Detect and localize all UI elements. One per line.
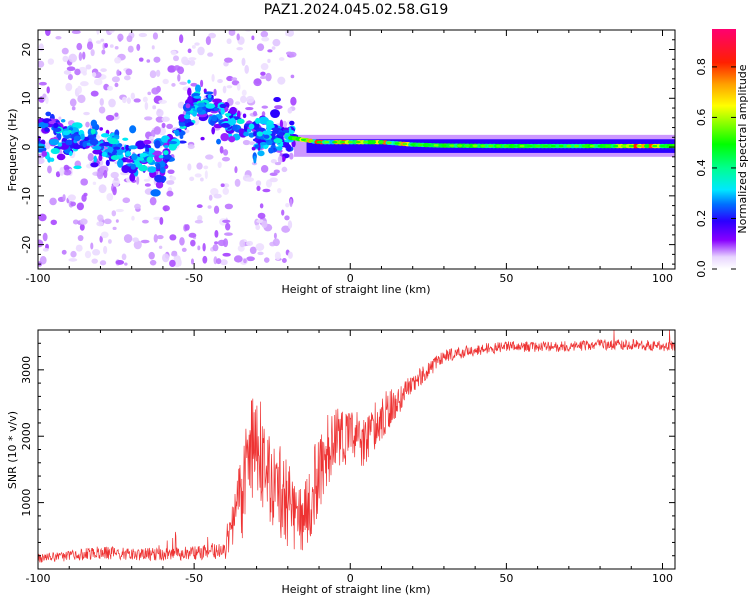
colorbar: 0.0 0.2 0.4 0.6 0.8 Normalized spectral ampl… [695,29,749,278]
colorbar-tick-label: 0.0 [695,260,708,278]
spectrogram-heatmap [38,30,675,268]
snr-background [38,330,675,569]
snr-panel: -100 -50 0 50 100 1000 2000 3000 Height of stra… [6,329,676,596]
x-tick-label: 100 [652,572,673,585]
snr-y-axis-label: SNR (10 * v/v) [6,411,19,489]
y-tick-label: 10 [20,91,33,105]
snr-series-line [38,330,675,563]
x-tick-label: -50 [185,572,203,585]
colorbar-tick-label: 0.4 [695,159,708,177]
y-tick-label: 3000 [20,356,33,384]
colorbar-tick-label: 0.8 [695,58,708,76]
colorbar-gradient [712,29,736,269]
x-tick-label: 50 [499,272,513,285]
spectrogram-y-axis-label: Frequency (Hz) [6,109,19,192]
spectrogram-frame [37,29,676,270]
x-tick-label: 0 [347,272,354,285]
x-tick-label: -100 [26,272,51,285]
snr-ticks: -100 -50 0 50 100 1000 2000 3000 [20,329,675,585]
x-tick-label: -50 [185,272,203,285]
y-tick-label: -10 [20,187,33,205]
colorbar-tick-label: 0.6 [695,109,708,127]
spectrogram-x-axis-label: Height of straight line (km) [281,283,430,296]
y-tick-label: 1000 [20,489,33,517]
figure-title: PAZ1.2024.045.02.58.G19 [264,2,449,18]
y-tick-label: 20 [20,43,33,57]
x-tick-label: 0 [347,572,354,585]
colorbar-label: Normalized spectral amplitude [736,64,749,233]
snr-x-axis-label: Height of straight line (km) [281,583,430,596]
x-tick-label: -100 [26,572,51,585]
colorbar-tick-label: 0.2 [695,210,708,228]
x-tick-label: 50 [499,572,513,585]
y-tick-label: 0 [20,144,33,151]
colorbar-ticks: 0.0 0.2 0.4 0.6 0.8 [695,58,736,278]
y-tick-label: -20 [20,236,33,254]
x-tick-label: 100 [652,272,673,285]
y-tick-label: 2000 [20,422,33,450]
